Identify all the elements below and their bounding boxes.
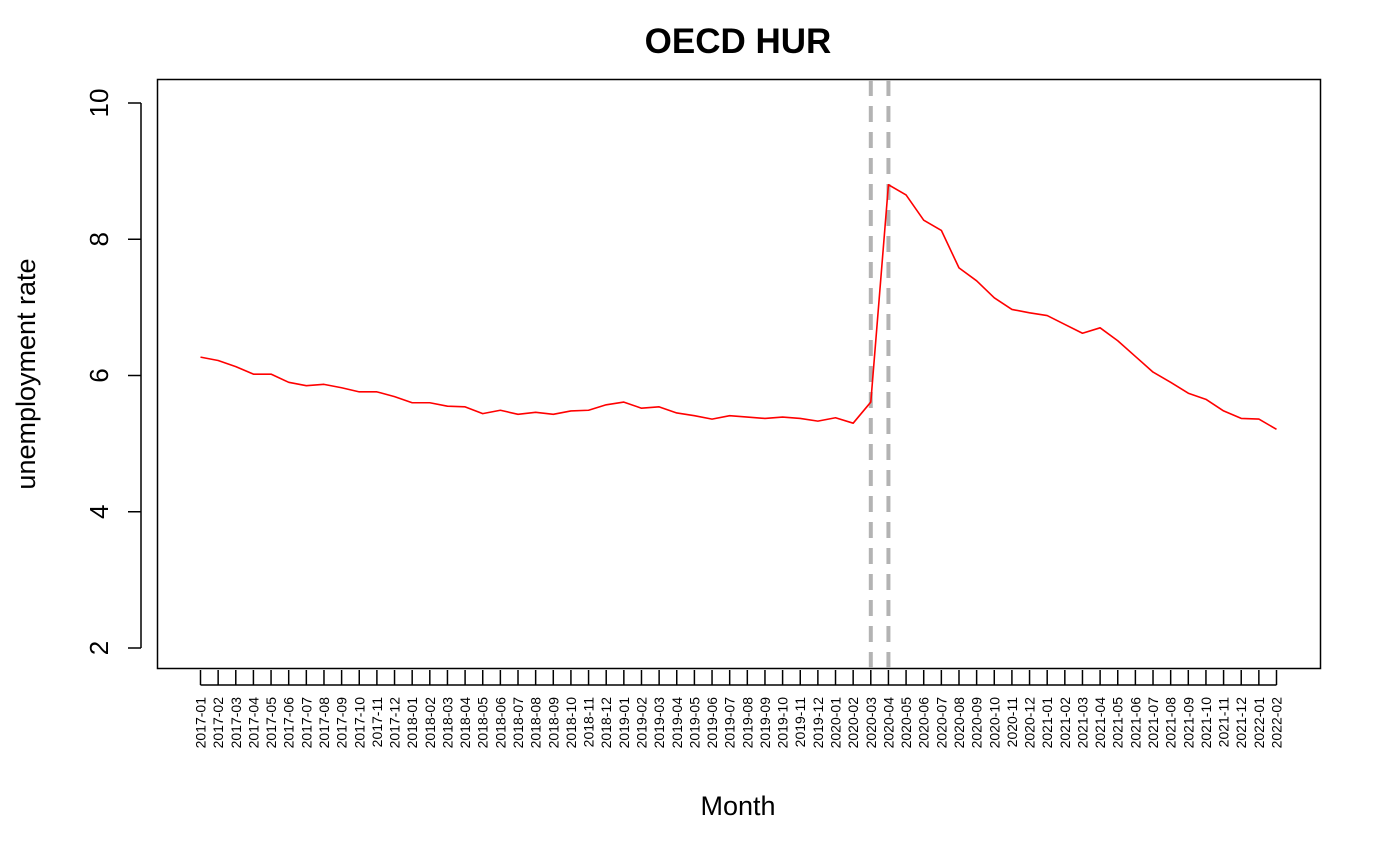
x-tick-label: 2021-02 — [1057, 697, 1073, 749]
x-tick-label: 2017-11 — [369, 697, 385, 748]
x-tick-label: 2019-11 — [792, 697, 808, 748]
y-tick-label: 2 — [84, 641, 114, 655]
x-tick-label: 2018-04 — [457, 697, 473, 749]
x-tick-label: 2018-03 — [439, 697, 455, 749]
x-tick-label: 2021-03 — [1074, 697, 1090, 749]
x-tick-label: 2018-06 — [492, 697, 508, 749]
x-tick-label: 2020-05 — [898, 697, 914, 749]
x-tick-label: 2017-05 — [263, 697, 279, 749]
x-tick-label: 2020-07 — [933, 697, 949, 749]
x-tick-label: 2021-09 — [1180, 697, 1196, 749]
x-tick-label: 2021-06 — [1127, 697, 1143, 749]
x-tick-label: 2021-07 — [1145, 697, 1161, 749]
x-tick-label: 2021-10 — [1198, 697, 1214, 749]
chart-title: OECD HUR — [645, 22, 832, 61]
x-tick-label: 2020-12 — [1022, 697, 1038, 749]
x-tick-label: 2019-12 — [810, 697, 826, 749]
x-tick-label: 2021-01 — [1039, 697, 1055, 749]
x-tick-label: 2021-12 — [1233, 697, 1249, 749]
series-layer — [200, 183, 1277, 431]
y-tick-label: 4 — [84, 505, 114, 519]
x-tick-label: 2020-04 — [880, 697, 896, 749]
x-tick-label: 2017-08 — [316, 697, 332, 749]
x-tick-label: 2020-01 — [828, 697, 844, 749]
x-tick-label: 2020-10 — [986, 697, 1002, 749]
x-tick-label: 2019-02 — [633, 697, 649, 749]
y-axis: 2 4 6 8 10 — [84, 89, 142, 655]
x-tick-label: 2017-03 — [228, 697, 244, 749]
x-tick-label: 2018-05 — [475, 697, 491, 749]
x-tick-label: 2019-03 — [651, 697, 667, 749]
x-tick-label: 2017-01 — [193, 697, 209, 749]
x-tick-label: 2020-06 — [916, 697, 932, 749]
x-tick-label: 2020-02 — [845, 697, 861, 749]
x-tick-label: 2017-09 — [334, 697, 350, 749]
y-tick-label: 6 — [84, 368, 114, 382]
x-tick-label: 2017-06 — [281, 697, 297, 749]
x-tick-label: 2021-11 — [1216, 697, 1232, 748]
x-axis: 2017-01 2017-02 2017-03 2017-04 2017-05 2017-… — [193, 670, 1285, 748]
x-tick-label: 2017-04 — [245, 697, 261, 749]
x-tick-label: 2022-02 — [1269, 697, 1285, 749]
x-tick-label: 2019-06 — [704, 697, 720, 749]
x-tick-label: 2021-04 — [1092, 697, 1108, 749]
x-tick-label: 2019-04 — [669, 697, 685, 749]
x-tick-label: 2019-05 — [686, 697, 702, 749]
x-tick-label: 2018-08 — [528, 697, 544, 749]
x-tick-label: 2019-07 — [722, 697, 738, 749]
series-line — [200, 183, 1277, 431]
x-tick-label: 2020-11 — [1004, 697, 1020, 748]
x-tick-label: 2022-01 — [1251, 697, 1267, 749]
x-tick-label: 2021-05 — [1110, 697, 1126, 749]
x-tick-label: 2018-12 — [598, 697, 614, 749]
x-tick-label: 2018-02 — [422, 697, 438, 749]
plot-area-frame — [156, 78, 1322, 670]
x-tick-label: 2017-12 — [387, 697, 403, 749]
x-tick-label: 2018-01 — [404, 697, 420, 749]
x-tick-label: 2021-08 — [1163, 697, 1179, 749]
x-tick-label: 2018-09 — [545, 697, 561, 749]
x-tick-label: 2019-01 — [616, 697, 632, 749]
y-tick-label: 10 — [84, 89, 114, 118]
x-tick-label: 2020-03 — [863, 697, 879, 749]
x-tick-label: 2020-08 — [951, 697, 967, 749]
x-tick-label: 2017-07 — [298, 697, 314, 749]
y-axis-label: unemployment rate — [11, 258, 41, 489]
x-axis-label: Month — [700, 791, 775, 821]
x-tick-label: 2018-07 — [510, 697, 526, 749]
x-tick-label: 2019-08 — [739, 697, 755, 749]
x-tick-label: 2019-10 — [775, 697, 791, 749]
x-tick-label: 2017-10 — [351, 697, 367, 749]
x-tick-label: 2019-09 — [757, 697, 773, 749]
x-tick-label: 2018-11 — [581, 697, 597, 748]
x-tick-label: 2020-09 — [969, 697, 985, 749]
y-tick-label: 8 — [84, 232, 114, 246]
x-tick-label: 2018-10 — [563, 697, 579, 749]
reference-lines — [868, 80, 891, 668]
x-tick-label: 2017-02 — [210, 697, 226, 749]
